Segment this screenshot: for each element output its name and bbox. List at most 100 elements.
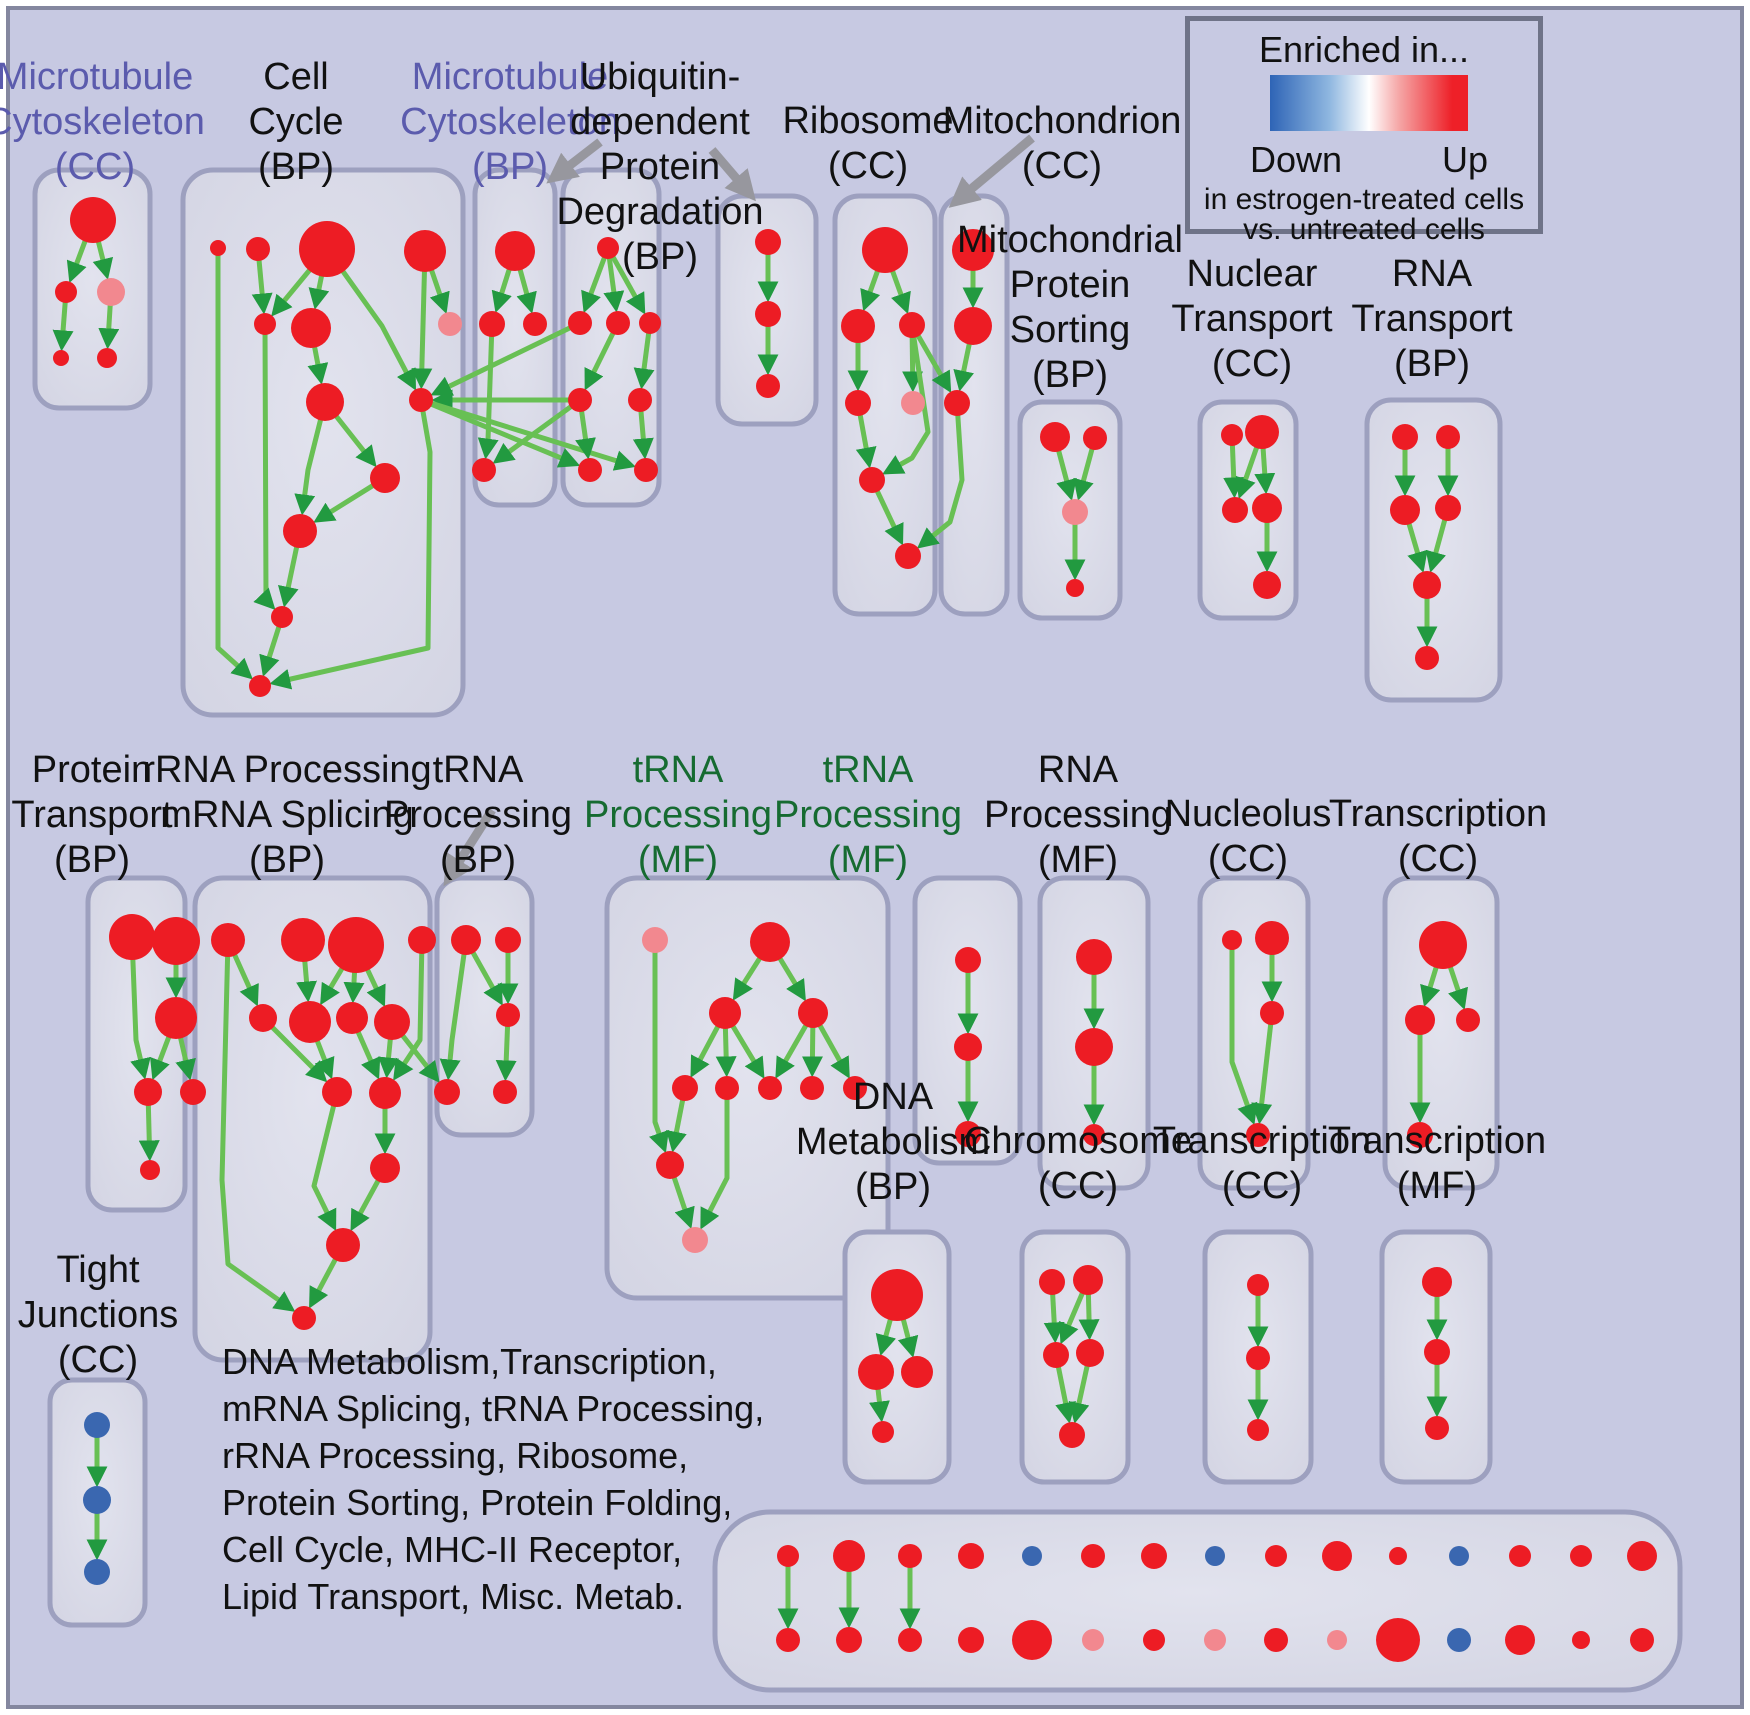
- go-term-node: [606, 311, 630, 335]
- cluster-label: Ubiquitin- dependent Protein Degradation…: [556, 56, 764, 278]
- legend: Enriched in... Down Up in estrogen-treat…: [1185, 16, 1543, 246]
- go-term-node: [1422, 1267, 1452, 1297]
- go-term-node: [800, 1076, 824, 1100]
- go-term-node: [1253, 571, 1281, 599]
- go-term-node: [597, 237, 619, 259]
- go-term-node: [954, 307, 992, 345]
- go-term-node: [1245, 415, 1279, 449]
- legend-caption-1: in estrogen-treated cells: [1203, 183, 1525, 216]
- enrichment-edge: [700, 1088, 730, 1230]
- cluster-label: Nucleolus (CC): [1164, 793, 1332, 880]
- go-term-node: [152, 917, 200, 965]
- go-term-node: [862, 227, 908, 273]
- go-term-node: [1143, 1629, 1165, 1651]
- go-term-node: [70, 197, 116, 243]
- enrichment-edge: [882, 324, 931, 475]
- go-term-node: [211, 923, 245, 957]
- go-term-node: [568, 311, 592, 335]
- go-term-node: [495, 231, 535, 271]
- cluster-box-mixed-categories-strip: [712, 1509, 1683, 1693]
- go-term-node: [306, 383, 344, 421]
- go-term-node: [859, 467, 885, 493]
- go-term-node: [755, 229, 781, 255]
- go-term-node: [370, 1153, 400, 1183]
- go-term-node: [328, 917, 384, 973]
- cluster-label: Microtubule Cytoskeleton (CC): [0, 56, 205, 188]
- go-term-node: [109, 914, 155, 960]
- go-term-node: [901, 1356, 933, 1388]
- cluster-label: Cell Cycle (BP): [248, 56, 344, 188]
- callout-arrow: [708, 147, 756, 202]
- go-term-node: [1376, 1618, 1420, 1662]
- go-term-node: [958, 1627, 984, 1653]
- go-term-node: [83, 1486, 111, 1514]
- go-term-node: [1246, 1346, 1270, 1370]
- go-term-node: [568, 388, 592, 412]
- cluster-box-nucleolus: [1197, 875, 1311, 1191]
- go-term-node: [1221, 424, 1243, 446]
- go-term-node: [210, 240, 226, 256]
- go-term-node: [370, 463, 400, 493]
- go-term-node: [1435, 495, 1461, 521]
- legend-gradient: [1270, 75, 1468, 131]
- go-term-node: [1570, 1545, 1592, 1567]
- go-term-node: [1436, 425, 1460, 449]
- go-term-node: [709, 997, 741, 1029]
- go-term-node: [155, 997, 197, 1039]
- enrichment-edge: [605, 246, 646, 315]
- go-term-node: [1222, 497, 1248, 523]
- go-term-node: [1505, 1625, 1535, 1655]
- go-term-node: [901, 391, 925, 415]
- go-term-node: [1389, 1547, 1407, 1565]
- go-term-node: [1392, 424, 1418, 450]
- go-term-node: [1415, 646, 1439, 670]
- go-term-node: [1081, 1544, 1105, 1568]
- go-term-node: [1252, 493, 1282, 523]
- legend-title: Enriched in...: [1258, 29, 1470, 70]
- go-term-node: [1039, 1269, 1065, 1295]
- enrichment-edge: [477, 323, 499, 460]
- go-term-node: [1075, 1028, 1113, 1066]
- go-term-node: [755, 301, 781, 327]
- cluster-label: RNA Processing (MF): [984, 749, 1172, 881]
- go-term-node: [1327, 1630, 1347, 1650]
- go-term-node: [898, 1628, 922, 1652]
- go-term-node: [578, 458, 602, 482]
- enrichment-edge: [439, 939, 469, 1081]
- cluster-label: Tight Junctions (CC): [17, 1249, 179, 1381]
- cluster-label: RNA Transport (BP): [1351, 253, 1513, 385]
- cluster-label: rRNA Processing mRNA Splicing (BP): [142, 749, 432, 881]
- go-term-node: [1630, 1628, 1654, 1652]
- go-term-node: [479, 311, 505, 337]
- go-term-node: [1627, 1541, 1657, 1571]
- go-term-node: [955, 1121, 981, 1147]
- enrichment-edge: [430, 320, 582, 396]
- cluster-label: Transcription (CC): [1152, 1120, 1372, 1207]
- go-term-node: [944, 390, 970, 416]
- go-term-node: [1083, 1124, 1105, 1146]
- go-term-node: [1040, 422, 1070, 452]
- go-term-node: [246, 237, 270, 261]
- cluster-label: Mitochondrion (CC): [942, 100, 1182, 187]
- go-term-node: [438, 312, 462, 336]
- go-term-node: [1247, 1274, 1269, 1296]
- go-term-node: [715, 1076, 739, 1100]
- go-term-node: [249, 675, 271, 697]
- enrichment-edge: [311, 1091, 340, 1232]
- legend-up-label: Up: [1441, 139, 1488, 180]
- cluster-box-microtubule-bp: [472, 167, 558, 508]
- go-term-node: [496, 1003, 520, 1027]
- go-term-node: [1012, 1620, 1052, 1660]
- go-term-node: [1425, 1416, 1449, 1440]
- go-term-node: [1082, 1629, 1104, 1651]
- go-term-node: [1204, 1629, 1226, 1651]
- cluster-label: Mitochondrial Protein Sorting (BP): [957, 219, 1183, 396]
- go-term-node: [898, 1544, 922, 1568]
- go-term-node: [1073, 1265, 1103, 1295]
- cluster-label: tRNA Processing (MF): [584, 749, 772, 881]
- go-term-node: [495, 927, 521, 953]
- go-term-node: [750, 922, 790, 962]
- go-term-node: [1424, 1339, 1450, 1365]
